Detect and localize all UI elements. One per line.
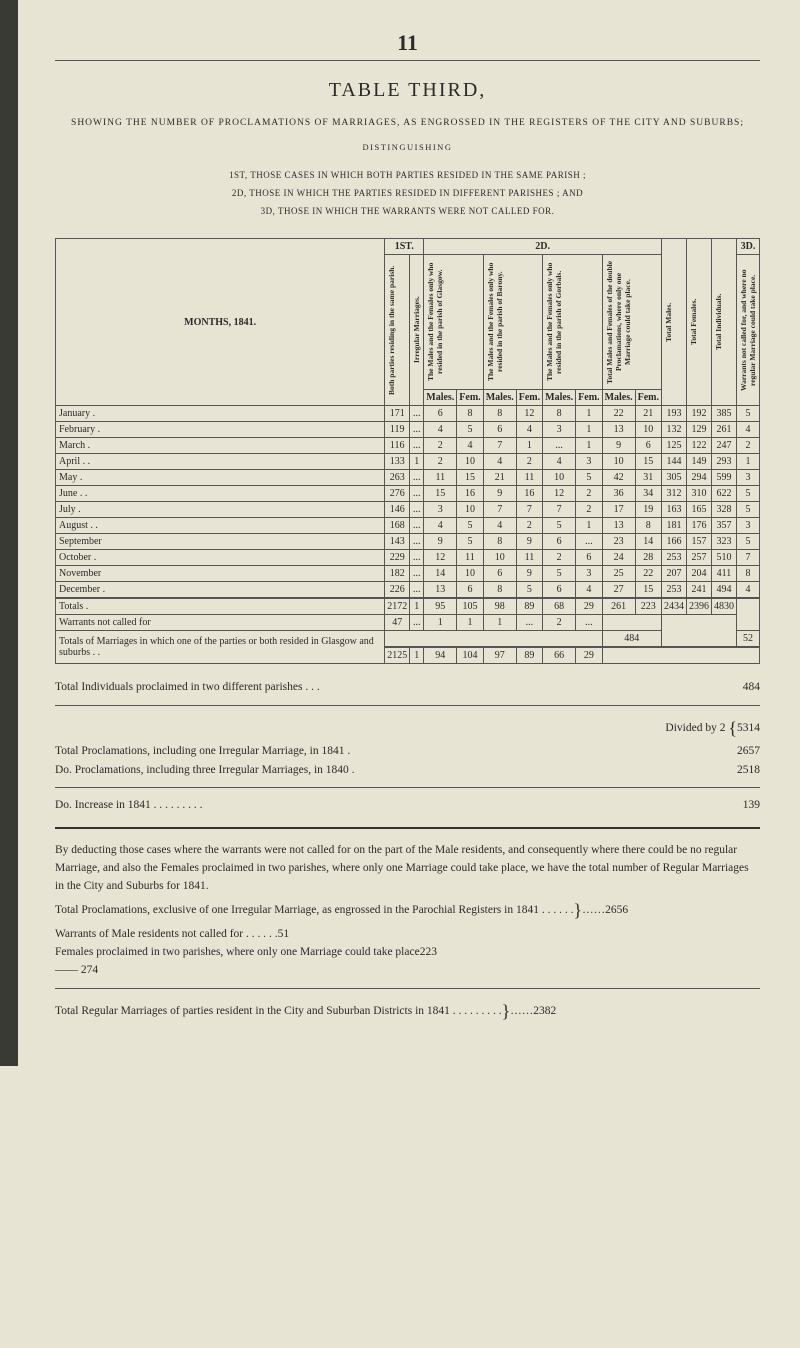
explain-para: By deducting those cases where the warra… [55, 841, 760, 896]
hdr-males: Males. [424, 390, 457, 406]
hdr-c10: Warrants not called for, and where no re… [737, 255, 760, 406]
dash-274: —— 274 [55, 964, 98, 976]
table-row: June . .276... 1516916 1223634 312310622… [56, 486, 760, 502]
table-row: September143... 9589 6...2314 1661573235 [56, 534, 760, 550]
table-row: May .263... 11152111 1054231 3052945993 [56, 470, 760, 486]
table-title: TABLE THIRD, [55, 79, 760, 102]
table-row: December .226... 13685 642715 2532414944 [56, 582, 760, 599]
clause-3: 3D, THOSE IN WHICH THE WARRANTS WERE NOT… [55, 202, 760, 220]
table-row: November182... 141069 532522 2072044118 [56, 566, 760, 582]
line-excl: Total Proclamations, exclusive of one Ir… [55, 904, 573, 916]
line-females2: Females proclaimed in two parishes, wher… [55, 946, 420, 958]
thin-rule-3 [55, 988, 760, 989]
thin-rule-2 [55, 787, 760, 788]
table-row: July .146... 31077 721719 1631653285 [56, 502, 760, 518]
hdr-fem: Fem. [516, 390, 542, 406]
edge-bar [0, 0, 18, 1066]
table-row: October .229... 12111011 262428 25325751… [56, 550, 760, 566]
table-row: March .116... 2471 ...196 1251222472 [56, 438, 760, 454]
thin-rule-1 [55, 705, 760, 706]
hdr-males: Males. [543, 390, 576, 406]
val-2518: 2518 [710, 761, 760, 779]
explanation: By deducting those cases where the warra… [55, 841, 760, 1026]
top-rule [55, 60, 760, 61]
line-increase: Do. Increase in 1841 . . . . . . . . . [55, 796, 203, 814]
hdr-3d: 3D. [737, 239, 760, 255]
hdr-1st: 1ST. [385, 239, 424, 255]
line-total-reg: Total Regular Marriages of parties resid… [55, 1005, 502, 1017]
hdr-months: MONTHS, 1841. [56, 239, 385, 406]
hdr-c2: Irregular Marriages. [410, 255, 424, 406]
line-warrants: Warrants of Male residents not called fo… [55, 928, 278, 940]
hdr-total-females: Total Females. [687, 239, 712, 406]
main-table: MONTHS, 1841. 1ST. 2D. Total Males. Tota… [55, 238, 760, 664]
hdr-c4: The Males and the Females only who resid… [483, 255, 542, 390]
clauses: 1ST, THOSE CASES IN WHICH BOTH PARTIES R… [55, 166, 760, 220]
hdr-c1: Both parties residing in the same parish… [385, 255, 410, 406]
val-2657: 2657 [710, 742, 760, 760]
hdr-fem: Fem. [635, 390, 661, 406]
line-indiv: Total Individuals proclaimed in two diff… [55, 678, 320, 696]
page: 11 TABLE THIRD, SHOWING THE NUMBER OF PR… [0, 0, 800, 1066]
intro-text: SHOWING THE NUMBER OF PROCLAMATIONS OF M… [55, 116, 760, 130]
totals-row: Totals .21721 951059889 6829261223 24342… [56, 598, 760, 615]
hdr-c5: The Males and the Females only who resid… [543, 255, 602, 390]
table-row: January .171... 68812 812221 1931923855 [56, 406, 760, 422]
val-2656: ……2656 [582, 904, 628, 916]
below-table: Total Individuals proclaimed in two diff… [55, 678, 760, 814]
clause-1: 1ST, THOSE CASES IN WHICH BOTH PARTIES R… [55, 166, 760, 184]
hdr-total-males: Total Males. [662, 239, 687, 406]
val-139: 139 [710, 796, 760, 814]
val-484: 484 [710, 678, 760, 696]
table-row: February .119... 4564 311310 1321292614 [56, 422, 760, 438]
clause-2: 2D, THOSE IN WHICH THE PARTIES RESIDED I… [55, 184, 760, 202]
hdr-c3: The Males and the Females only who resid… [424, 255, 483, 390]
warrants-row: Warrants not called for47... 111... 2... [56, 615, 760, 631]
distinguishing: DISTINGUISHING [55, 142, 760, 152]
hdr-fem: Fem. [457, 390, 483, 406]
hdr-males: Males. [602, 390, 635, 406]
line-div2: Divided by 2 {5314 [665, 714, 760, 743]
hdr-2d: 2D. [424, 239, 662, 255]
heavy-rule [55, 827, 760, 829]
line-total-procl: Total Proclamations, including one Irreg… [55, 742, 350, 760]
val-51: 51 [278, 928, 290, 940]
val-2382: ……2382 [510, 1005, 556, 1017]
hdr-males: Males. [483, 390, 516, 406]
hdr-total-indiv: Total Individuals. [712, 239, 737, 406]
line-do-procl: Do. Proclamations, including three Irreg… [55, 761, 355, 779]
page-number: 11 [55, 30, 760, 56]
hdr-c6: Total Males and Females of the double Pr… [602, 255, 661, 390]
table-row: August . .168... 4542 51138 1811763573 [56, 518, 760, 534]
hdr-fem: Fem. [576, 390, 602, 406]
row-484: Totals of Marriages in which one of the … [56, 631, 760, 648]
val-223: 223 [420, 946, 437, 958]
table-row: April . .1331 21042 431015 1441492931 [56, 454, 760, 470]
